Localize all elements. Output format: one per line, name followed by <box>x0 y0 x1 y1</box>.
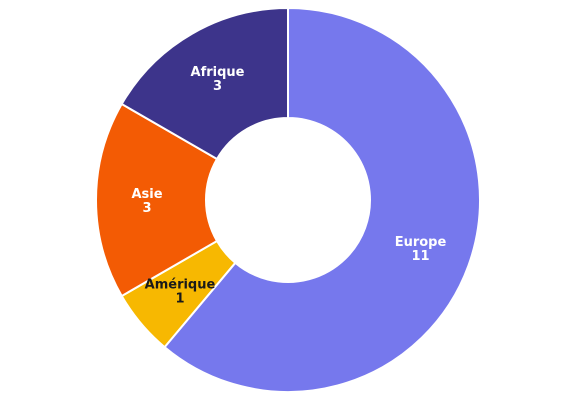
slice-name-label: Afrique <box>191 65 245 80</box>
slice-value-label: 1 <box>175 292 184 307</box>
slice-afrique <box>120 7 289 160</box>
slice-value-label: 11 <box>411 249 429 264</box>
slices-layer <box>95 7 481 393</box>
slice-name-label: Asie <box>131 187 162 202</box>
slice-asie <box>95 103 218 297</box>
slice-europe <box>163 7 481 393</box>
slice-name-label: Amérique <box>145 278 216 293</box>
slice-value-label: 3 <box>142 201 151 216</box>
slice-value-label: 3 <box>213 79 222 94</box>
slice-name-label: Europe <box>395 235 447 250</box>
